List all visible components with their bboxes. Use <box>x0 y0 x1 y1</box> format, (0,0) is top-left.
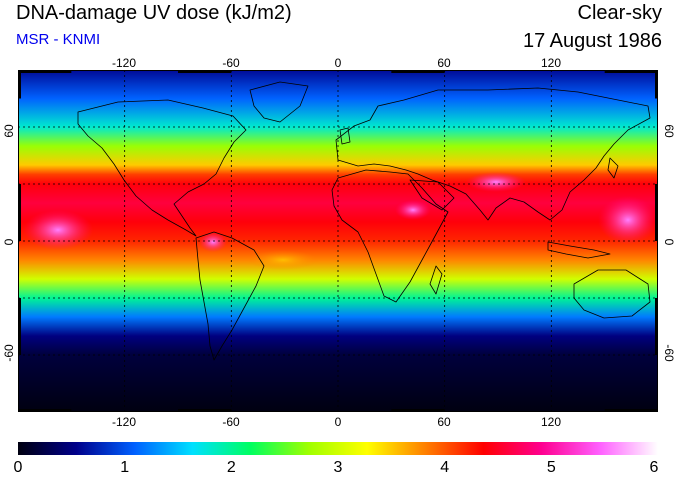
dose-yellow-atlantic <box>248 250 318 270</box>
lat-tick-right: 0 <box>662 238 676 246</box>
colorbar-label: 1 <box>120 459 130 476</box>
lat-tick-right: 60 <box>662 124 676 138</box>
colorbar-label: 6 <box>649 459 659 476</box>
source-label: MSR - KNMI <box>16 31 101 48</box>
coastline-south-america <box>195 231 265 361</box>
colorbar-fill <box>18 442 658 455</box>
lon-tick-bottom: -120 <box>111 415 137 429</box>
coastline-madagascar <box>429 265 443 295</box>
map-title: DNA-damage UV dose (kJ/m2) <box>16 2 292 24</box>
coastline-japan <box>607 157 619 179</box>
coastline-australia <box>573 269 651 319</box>
lon-tick-bottom: -60 <box>222 415 240 429</box>
lon-tick-bottom: 60 <box>437 415 451 429</box>
colorbar-label: 5 <box>546 459 556 476</box>
dose-maximum-tibet <box>466 172 526 192</box>
sky-condition-label: Clear-sky <box>577 2 662 24</box>
coastline-arabia <box>409 179 455 211</box>
lon-tick-top: 60 <box>437 56 451 70</box>
colorbar-label: 2 <box>226 459 236 476</box>
coastline-north-america <box>77 99 247 237</box>
coastline-africa <box>331 169 449 303</box>
colorbar-label: 0 <box>13 459 23 476</box>
dose-maximum-andes <box>199 232 227 252</box>
dose-maximum-pacific-west <box>598 196 658 244</box>
colorbar <box>18 442 658 455</box>
lat-lon-grid <box>18 70 658 412</box>
lat-tick-left: -60 <box>2 344 16 362</box>
date-label: 17 August 1986 <box>522 30 662 52</box>
lat-tick-left: 60 <box>2 124 16 138</box>
lon-tick-top: 0 <box>334 56 342 70</box>
lat-tick-left: 0 <box>2 238 16 246</box>
colorbar-label: 3 <box>333 459 343 476</box>
lon-tick-top: -120 <box>111 56 137 70</box>
lon-tick-top: 120 <box>540 56 562 70</box>
lat-tick-right: -60 <box>662 344 676 362</box>
frame-ticks <box>18 70 658 412</box>
dose-maximum-pacific <box>23 210 93 250</box>
coastline-uk <box>339 127 351 145</box>
coastline-greenland <box>249 81 309 123</box>
coastline-eurasia <box>335 87 651 221</box>
lon-tick-bottom: 120 <box>540 415 562 429</box>
colorbar-label: 4 <box>440 459 450 476</box>
lon-tick-bottom: 0 <box>334 415 342 429</box>
dose-maximum-sahara <box>395 200 431 220</box>
lon-tick-top: -60 <box>222 56 240 70</box>
uv-dose-map <box>18 70 658 412</box>
